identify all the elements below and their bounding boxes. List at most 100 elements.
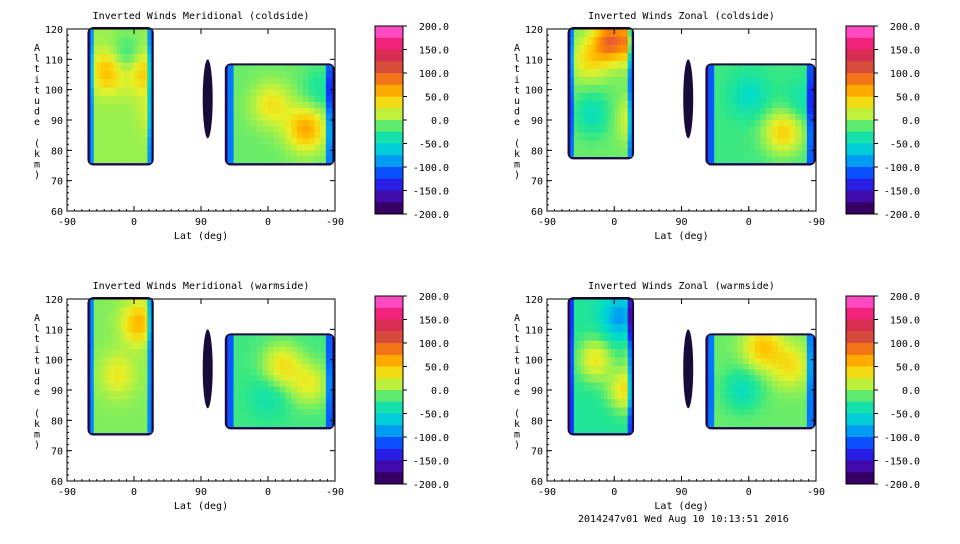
field-cell <box>577 44 582 54</box>
field-cell <box>130 324 135 333</box>
field-cell <box>795 65 802 73</box>
field-cell <box>577 390 582 400</box>
field-cell <box>90 95 95 105</box>
field-cell <box>725 77 733 85</box>
field-cell <box>620 29 625 38</box>
field-cell <box>291 380 298 388</box>
colorbar-swatch <box>846 401 874 414</box>
field-cell <box>285 363 292 371</box>
field-cell <box>117 37 122 47</box>
field-cell <box>737 386 744 393</box>
field-cell <box>110 390 115 400</box>
field-cell <box>777 341 785 348</box>
field-cell <box>239 101 246 109</box>
field-cell <box>227 126 235 133</box>
field-cell <box>302 89 310 97</box>
colorbar-label: 100.0 <box>419 69 449 80</box>
field-cell <box>325 397 333 405</box>
field-cell <box>256 77 264 85</box>
field-cell <box>583 382 588 392</box>
field-cell <box>743 375 750 382</box>
field-cell <box>714 363 721 371</box>
field-cell <box>624 132 629 142</box>
field-cell <box>110 120 115 130</box>
field-cell <box>256 150 264 157</box>
field-cell <box>580 415 585 425</box>
field-cell <box>100 145 105 155</box>
field-cell <box>308 346 315 354</box>
field-cell <box>285 77 292 85</box>
field-cell <box>120 112 125 122</box>
colorbar-swatch <box>375 472 403 485</box>
field-cell <box>801 144 808 151</box>
field-cell <box>256 346 264 354</box>
field-cell <box>140 129 145 139</box>
field-cell <box>137 45 142 55</box>
field-cell <box>123 145 128 155</box>
field-cell <box>600 116 605 126</box>
field-cell <box>97 324 102 333</box>
field-cell <box>573 124 578 134</box>
field-cell <box>783 156 791 164</box>
field-cell <box>308 144 315 151</box>
field-cell <box>250 89 258 97</box>
field-cell <box>308 409 315 416</box>
field-cell <box>140 324 145 333</box>
colorbar-swatch <box>375 155 403 168</box>
field-cell <box>100 79 105 88</box>
field-cell <box>620 332 625 342</box>
field-cell <box>308 386 315 393</box>
field-cell <box>614 132 619 142</box>
field-cell <box>580 84 585 94</box>
field-cell <box>130 62 135 72</box>
field-cell <box>719 101 727 109</box>
field-cell <box>239 65 246 73</box>
field-cell <box>90 349 95 358</box>
field-cell <box>325 380 333 388</box>
field-cell <box>743 409 750 416</box>
field-cell <box>107 145 112 155</box>
field-cell <box>140 37 145 47</box>
field-cell <box>772 138 779 145</box>
field-cell <box>227 397 235 405</box>
field-cell <box>748 397 756 405</box>
field-cell <box>725 358 733 365</box>
field-cell <box>227 335 235 342</box>
field-cell <box>748 126 756 133</box>
field-cell <box>250 415 258 422</box>
field-cell <box>731 358 738 365</box>
field-cell <box>719 150 727 157</box>
field-cell <box>256 352 264 359</box>
field-cell <box>285 415 292 422</box>
field-cell <box>708 113 715 121</box>
field-cell <box>93 54 98 63</box>
field-cell <box>120 70 125 80</box>
field-cell <box>110 154 115 164</box>
field-cell <box>590 36 595 46</box>
field-cell <box>594 44 599 54</box>
field-cell <box>580 349 585 358</box>
field-cell <box>725 375 733 382</box>
field-cell <box>147 324 152 333</box>
field-cell <box>590 29 595 38</box>
field-cell <box>302 346 310 354</box>
field-cell <box>90 399 95 409</box>
field-cell <box>573 100 578 110</box>
field-cell <box>134 332 138 342</box>
field-cell <box>256 138 264 145</box>
field-cell <box>777 150 785 157</box>
field-cell <box>144 45 148 55</box>
field-cell <box>250 341 258 348</box>
field-cell <box>103 365 108 375</box>
field-cell <box>120 62 125 72</box>
field-cell <box>766 352 773 359</box>
field-cell <box>291 144 298 151</box>
field-cell <box>748 409 756 416</box>
field-cell <box>777 358 785 365</box>
field-cell <box>117 29 122 38</box>
field-cell <box>801 89 808 97</box>
field-cell <box>583 424 588 434</box>
field-cell <box>134 129 138 139</box>
field-cell <box>123 112 128 122</box>
